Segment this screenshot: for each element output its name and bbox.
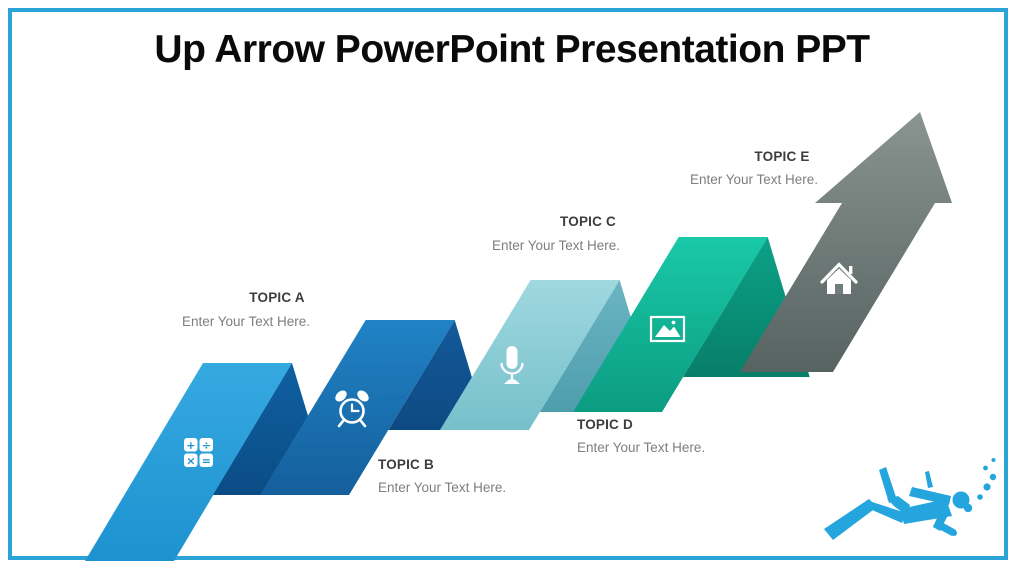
ribbon-segment-c xyxy=(440,280,620,430)
topic-d-description: Enter Your Text Here. xyxy=(577,440,706,455)
page-title: Up Arrow PowerPoint Presentation PPT xyxy=(154,28,870,71)
scuba-diver-watermark xyxy=(824,458,997,540)
ribbon-segment-e-arrow xyxy=(740,112,952,372)
microphone-icon xyxy=(500,346,524,384)
svg-text:=: = xyxy=(202,454,211,467)
topic-a-description: Enter Your Text Here. xyxy=(181,314,311,329)
svg-text:+: + xyxy=(186,439,195,452)
svg-text:×: × xyxy=(186,454,195,467)
topic-b-description: Enter Your Text Here. xyxy=(378,480,507,495)
image-icon xyxy=(649,315,686,343)
ribbon-segment-b xyxy=(260,320,455,495)
alarm-clock-icon xyxy=(335,390,369,428)
topic-c-description: Enter Your Text Here. xyxy=(491,238,621,253)
topic-c-label: TOPIC C xyxy=(560,214,616,229)
topic-e-description: Enter Your Text Here. xyxy=(689,172,819,187)
calculator-icon: + ÷ × = xyxy=(184,438,213,467)
topic-a-label: TOPIC A xyxy=(249,290,305,305)
topic-d-label: TOPIC D xyxy=(577,417,633,432)
ribbon-segment-d xyxy=(573,237,768,412)
home-icon xyxy=(820,262,858,294)
topic-e-label: TOPIC E xyxy=(754,149,810,164)
topic-b-label: TOPIC B xyxy=(378,457,434,472)
svg-text:÷: ÷ xyxy=(202,439,211,452)
